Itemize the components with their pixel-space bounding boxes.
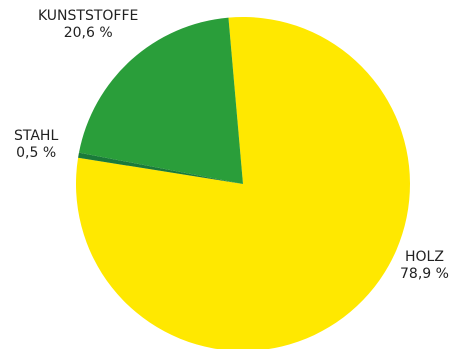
- pie-slice-kunststoffe: [78, 17, 243, 184]
- slice-value-kunststoffe: 20,6 %: [63, 25, 113, 41]
- slice-name-kunststoffe: KUNSTSTOFFE: [38, 8, 139, 24]
- slice-label-kunststoffe: KUNSTSTOFFE 20,6 %: [38, 8, 138, 42]
- pie-slice-holz: [76, 17, 410, 349]
- pie-slices: [76, 17, 410, 349]
- slice-value-stahl: 0,5 %: [16, 145, 57, 161]
- slice-value-holz: 78,9 %: [400, 266, 449, 282]
- slice-name-holz: HOLZ: [405, 249, 444, 265]
- slice-label-stahl: STAHL 0,5 %: [14, 128, 58, 162]
- slice-label-holz: HOLZ 78,9 %: [400, 249, 449, 283]
- pie-slice-stahl: [78, 152, 243, 184]
- slice-name-stahl: STAHL: [14, 128, 59, 144]
